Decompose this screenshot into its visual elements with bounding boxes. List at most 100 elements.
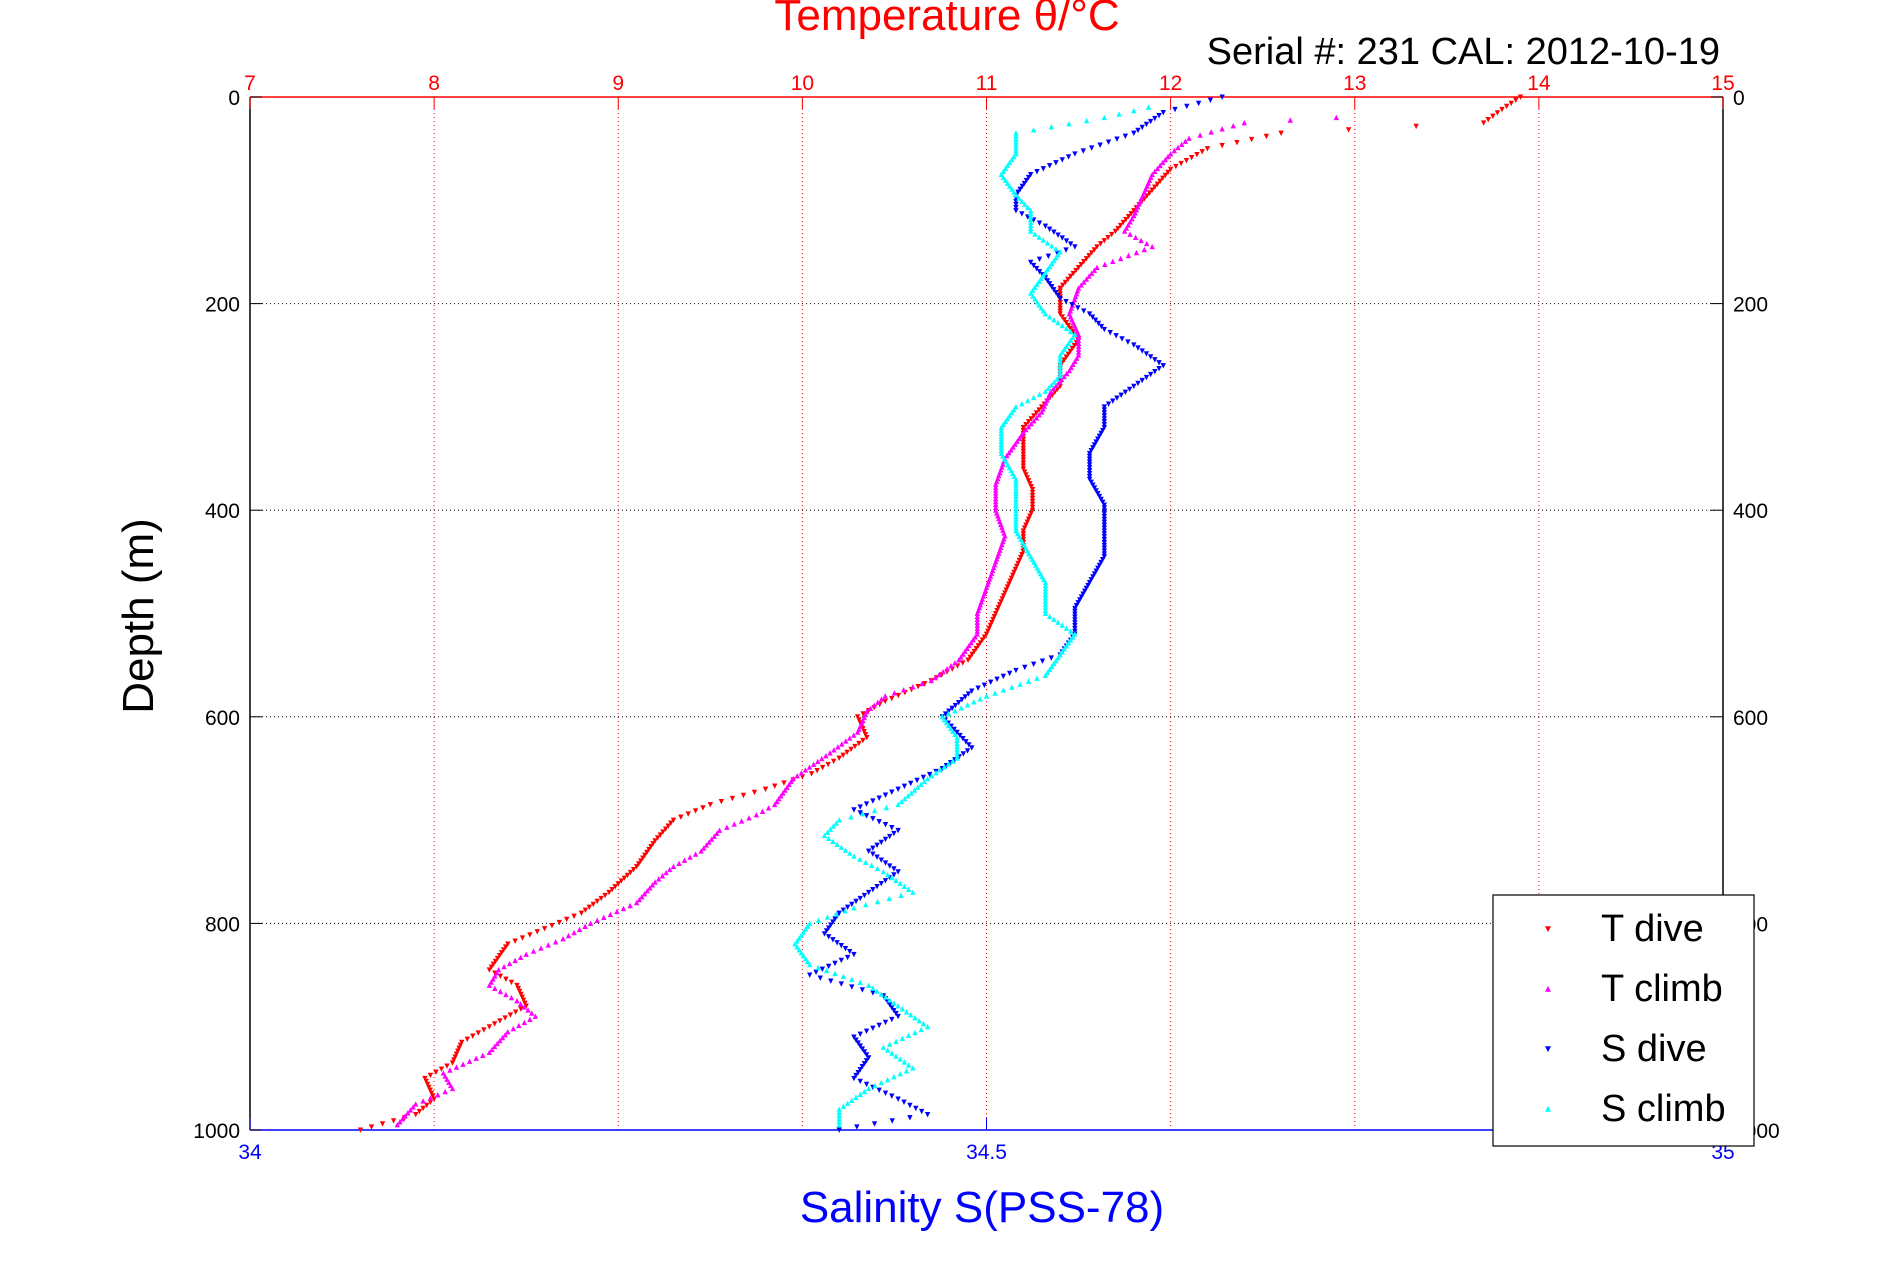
data-point <box>1000 174 1007 180</box>
data-point <box>865 982 872 988</box>
data-point <box>1065 340 1072 346</box>
data-point <box>1029 495 1036 502</box>
data-point <box>863 859 869 865</box>
data-point <box>1117 222 1124 229</box>
data-point <box>833 911 839 917</box>
data-point <box>416 1108 423 1115</box>
data-point <box>1061 317 1067 323</box>
data-point <box>1112 228 1119 235</box>
data-point <box>1094 264 1100 270</box>
data-point <box>519 935 526 941</box>
data-point <box>842 847 849 853</box>
data-point <box>1013 192 1019 198</box>
data-point <box>830 937 836 943</box>
data-point <box>1058 376 1065 383</box>
data-point <box>823 967 830 974</box>
data-point <box>838 981 844 987</box>
data-point <box>527 932 533 938</box>
data-point <box>1083 276 1090 282</box>
data-point <box>794 938 800 944</box>
data-point <box>891 830 897 837</box>
data-point <box>857 895 863 902</box>
data-point <box>636 896 642 903</box>
data-point <box>534 929 540 935</box>
data-point <box>1073 267 1079 274</box>
data-point <box>889 695 895 702</box>
data-point <box>1101 525 1108 531</box>
data-point <box>652 838 658 844</box>
data-point <box>863 901 869 908</box>
data-point <box>438 1066 445 1072</box>
data-point <box>1086 253 1092 259</box>
data-point <box>1055 319 1061 326</box>
data-point <box>784 784 790 790</box>
legend-label: T dive <box>1601 908 1704 950</box>
data-point <box>882 792 889 798</box>
data-point <box>538 945 544 951</box>
data-point <box>1101 407 1108 413</box>
data-point <box>825 934 832 940</box>
data-point <box>1063 354 1069 360</box>
data-point <box>977 640 984 646</box>
data-point <box>918 1026 924 1033</box>
data-point <box>1085 582 1091 589</box>
data-point <box>1167 150 1174 157</box>
data-point <box>1020 451 1027 457</box>
data-point <box>800 952 807 959</box>
data-point <box>950 728 956 735</box>
data-point <box>863 1028 870 1035</box>
data-point <box>823 928 830 934</box>
data-point <box>838 943 844 949</box>
data-point <box>1044 669 1051 676</box>
data-point <box>897 1056 903 1062</box>
data-point <box>545 942 551 948</box>
data-point <box>724 824 730 830</box>
data-point <box>1009 156 1015 163</box>
data-point <box>427 1095 434 1101</box>
data-point <box>1115 225 1121 232</box>
data-point <box>1197 132 1203 138</box>
data-point <box>1063 320 1069 326</box>
left-axis-tick-label: 1000 <box>193 1120 240 1143</box>
data-point <box>1122 389 1129 396</box>
data-point <box>1048 655 1054 661</box>
data-point <box>945 710 952 717</box>
data-point <box>698 848 704 854</box>
data-point <box>1020 429 1027 436</box>
data-point <box>1002 418 1009 425</box>
data-point <box>667 866 673 873</box>
data-point <box>1096 562 1103 569</box>
data-point <box>1128 211 1134 217</box>
data-point <box>1101 554 1108 560</box>
data-point <box>1004 415 1011 422</box>
data-point <box>830 823 836 829</box>
data-point <box>1051 316 1057 323</box>
data-point <box>1131 212 1137 219</box>
data-point <box>1072 614 1078 620</box>
data-point <box>503 976 509 983</box>
data-point <box>1063 238 1070 244</box>
data-point <box>1091 442 1098 448</box>
data-point <box>882 1090 889 1096</box>
data-point <box>1080 148 1086 154</box>
data-point <box>502 1031 508 1038</box>
data-point <box>859 987 866 993</box>
data-point <box>901 795 908 802</box>
data-point <box>901 1099 907 1105</box>
data-point <box>832 970 838 977</box>
data-point <box>1067 325 1074 332</box>
data-point <box>861 729 867 735</box>
data-point <box>1122 133 1129 139</box>
data-point <box>836 1127 842 1133</box>
data-point <box>1110 258 1116 265</box>
data-point <box>1011 189 1017 195</box>
data-point <box>1165 153 1171 160</box>
data-point <box>1162 172 1169 179</box>
data-point <box>716 827 723 833</box>
data-point <box>920 774 927 781</box>
data-point <box>1098 323 1105 330</box>
data-point <box>633 864 640 870</box>
data-point <box>958 705 964 711</box>
data-point <box>971 648 977 655</box>
data-point <box>851 1034 857 1040</box>
